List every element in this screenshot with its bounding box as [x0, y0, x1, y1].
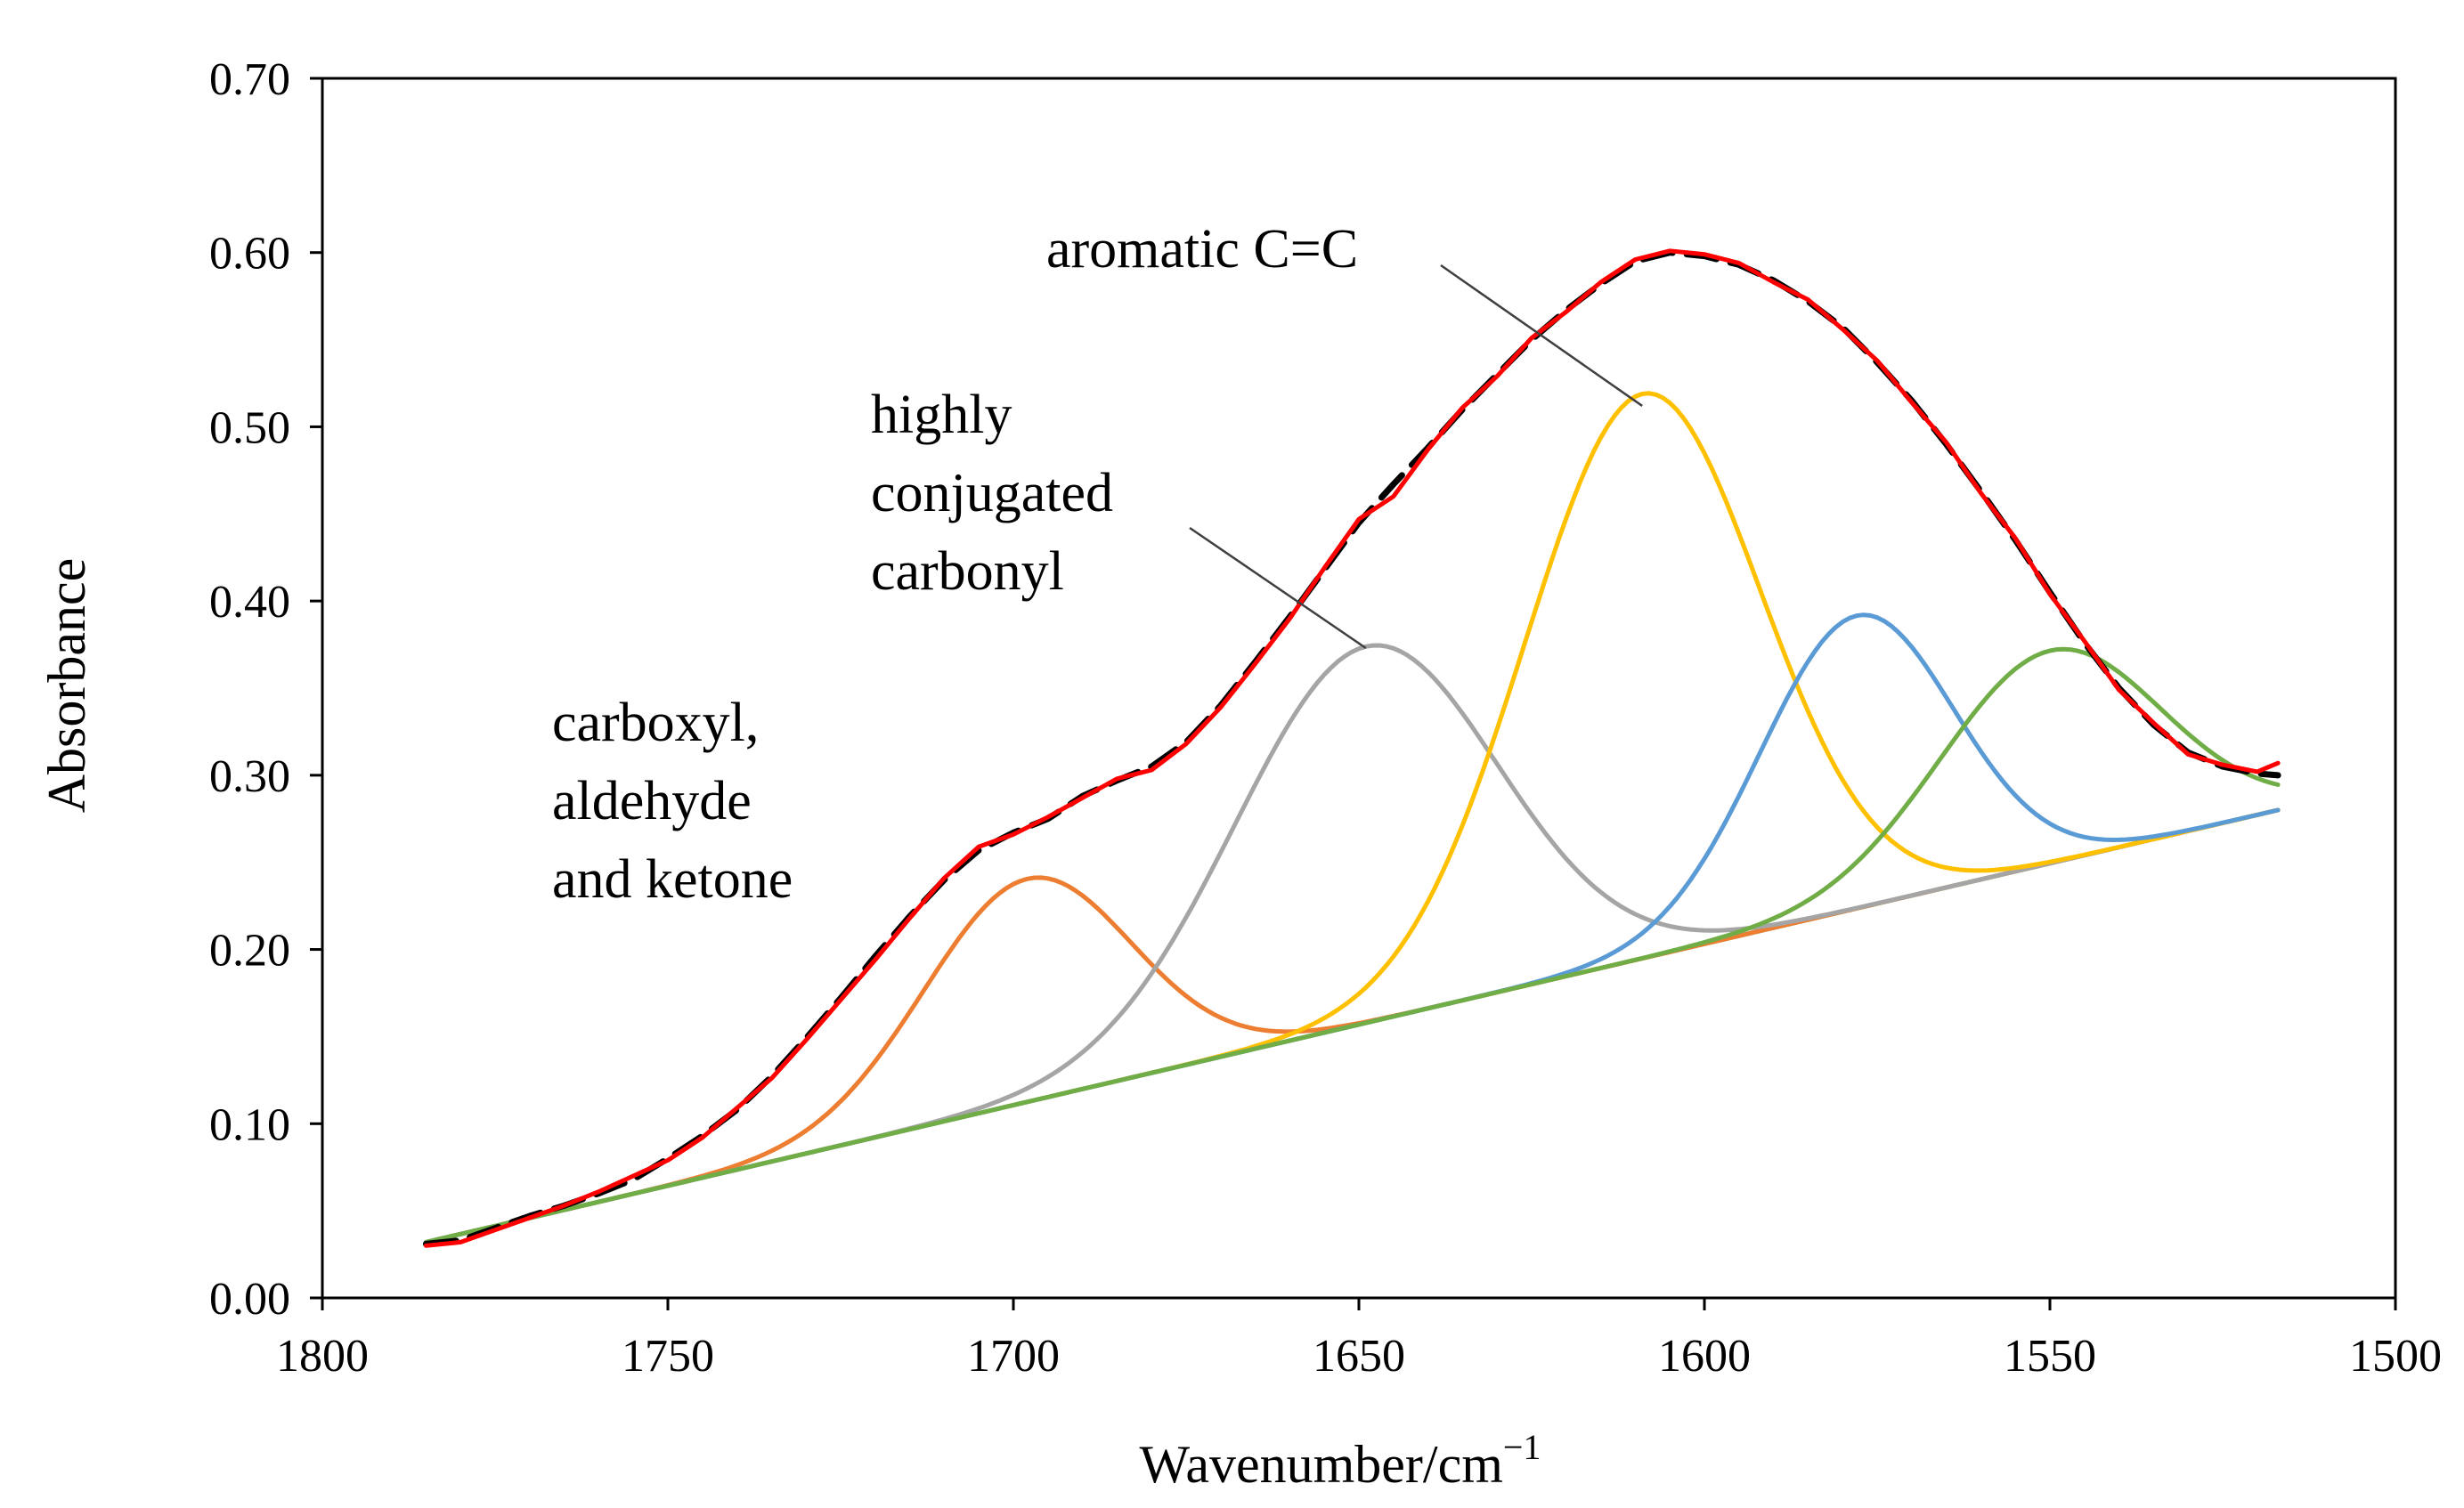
y-axis-ticks: 0.00 0.10 0.20 0.30 0.40 0.50 0.60 0.70	[209, 54, 322, 1325]
x-axis-title-text: Wavenumber/cm	[1140, 1435, 1503, 1494]
x-axis-title: Wavenumber/cm−1	[1140, 1427, 1541, 1494]
y-tick-label: 0.70	[209, 54, 290, 105]
annotation-leader-line	[1440, 263, 1643, 407]
y-tick-label: 0.60	[209, 229, 290, 280]
x-tick-label: 1750	[622, 1331, 714, 1382]
annotation-highly-conjugated-carbonyl-line: highly	[871, 385, 1012, 445]
annotation-layer: carboxyl, aldehyde and ketone highly conjuga…	[552, 219, 1643, 910]
annotation-carboxyl-aldehyde-and-ketone-line: carboxyl,	[552, 693, 759, 753]
y-tick-label: 0.20	[209, 926, 290, 977]
series-fitted-sum	[423, 248, 2281, 1248]
annotation-carboxyl-aldehyde-and-ketone-line: aldehyde	[552, 771, 752, 831]
x-axis-title-superscript: −1	[1503, 1427, 1541, 1467]
x-tick-label: 1700	[967, 1331, 1060, 1382]
y-tick-label: 0.00	[209, 1274, 290, 1325]
y-axis-title: Absorbance	[37, 558, 96, 814]
annotation-leader-line	[1189, 526, 1367, 650]
y-tick-label: 0.10	[209, 1099, 290, 1150]
x-tick-label: 1500	[2349, 1331, 2442, 1382]
annotation-carboxyl-aldehyde-and-ketone-line: and ketone	[552, 849, 793, 910]
curve-layer	[422, 248, 2281, 1248]
x-tick-label: 1550	[2004, 1331, 2096, 1382]
x-tick-label: 1600	[1658, 1331, 1751, 1382]
x-tick-label: 1800	[276, 1331, 369, 1382]
annotation-highly-conjugated-carbonyl-line: conjugated	[871, 463, 1113, 523]
y-tick-label: 0.30	[209, 751, 290, 802]
y-tick-label: 0.40	[209, 577, 290, 628]
annotation-aromatic-c-c-line: aromatic C=C	[1046, 219, 1358, 280]
annotation-highly-conjugated-carbonyl-line: carbonyl	[871, 541, 1064, 602]
x-axis-ticks: 1800 1750 1700 1650 1600 1550 1500	[276, 1298, 2442, 1382]
series-peak-1550	[423, 646, 2281, 1245]
x-tick-label: 1650	[1313, 1331, 1405, 1382]
y-tick-label: 0.50	[209, 402, 290, 453]
